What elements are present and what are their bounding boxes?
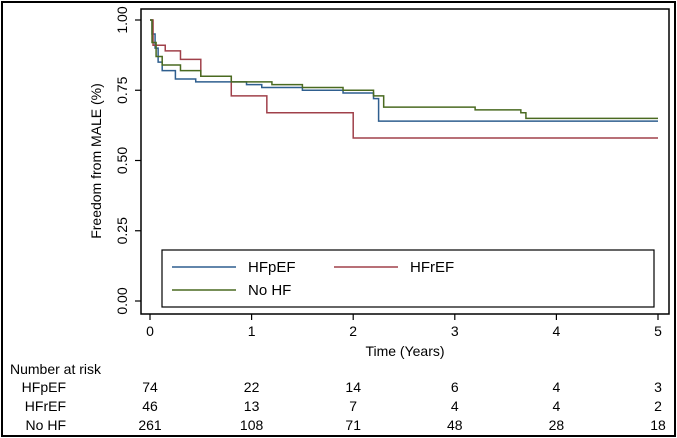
x-tick-label: 0 xyxy=(146,323,154,339)
x-tick-label: 4 xyxy=(553,323,561,339)
risk-cell: 7 xyxy=(349,398,357,414)
risk-cell: 71 xyxy=(345,417,361,433)
risk-cell: 18 xyxy=(650,417,666,433)
y-tick-label: 0.50 xyxy=(114,147,130,174)
series-line-no-hf xyxy=(150,19,658,120)
legend-label-hfref: HFrEF xyxy=(410,259,454,276)
risk-table-title: Number at risk xyxy=(10,361,102,377)
risk-row-label: HFrEF xyxy=(25,398,66,414)
risk-cell: 261 xyxy=(138,417,162,433)
risk-cell: 108 xyxy=(240,417,264,433)
x-tick-label: 1 xyxy=(248,323,256,339)
y-tick-label: 1.00 xyxy=(114,6,130,33)
risk-cell: 13 xyxy=(244,398,260,414)
risk-cell: 2 xyxy=(654,398,662,414)
risk-row-label: No HF xyxy=(26,417,66,433)
risk-cell: 4 xyxy=(553,398,561,414)
legend: HFpEF HFrEF No HF xyxy=(161,249,655,308)
risk-cell: 14 xyxy=(345,379,361,395)
x-tick-label: 2 xyxy=(349,323,357,339)
legend-box xyxy=(161,249,655,308)
x-axis-ticks: 0 1 2 3 4 5 xyxy=(146,314,662,339)
x-tick-label: 3 xyxy=(451,323,459,339)
x-axis-title: Time (Years) xyxy=(365,343,444,359)
risk-cell: 6 xyxy=(451,379,459,395)
risk-cell: 22 xyxy=(244,379,260,395)
y-tick-label: 0.00 xyxy=(114,287,130,314)
risk-cell: 74 xyxy=(142,379,158,395)
risk-cell: 46 xyxy=(142,398,158,414)
survival-curves xyxy=(150,19,658,139)
legend-label-nohf: No HF xyxy=(248,282,291,299)
risk-cell: 4 xyxy=(553,379,561,395)
y-tick-label: 0.75 xyxy=(114,76,130,103)
risk-cell: 3 xyxy=(654,379,662,395)
risk-cell: 48 xyxy=(447,417,463,433)
risk-row-label: HFpEF xyxy=(22,379,66,395)
y-axis-title: Freedom from MALE (%) xyxy=(88,83,104,239)
x-tick-label: 5 xyxy=(654,323,662,339)
y-axis-ticks: 0.00 0.25 0.50 0.75 1.00 xyxy=(114,6,141,315)
risk-cell: 28 xyxy=(549,417,565,433)
y-tick-label: 0.25 xyxy=(114,217,130,244)
risk-cell: 4 xyxy=(451,398,459,414)
legend-label-hfpef: HFpEF xyxy=(248,259,296,276)
